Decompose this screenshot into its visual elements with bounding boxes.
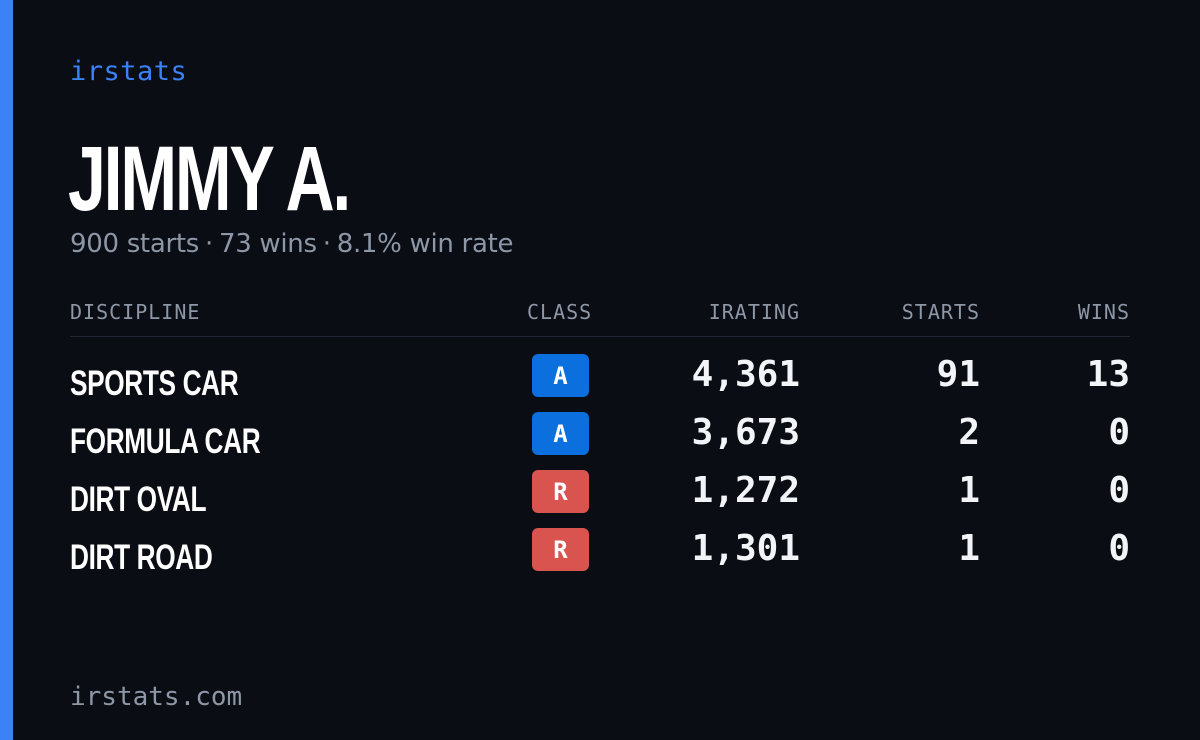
- discipline-name: FORMULA CAR: [70, 422, 261, 461]
- brand-logo: irstats: [70, 56, 188, 87]
- wins-value: 0: [1108, 412, 1130, 453]
- table-row: DIRT OVAL R 1,272 1 0: [70, 466, 1130, 524]
- column-header-discipline: DISCIPLINE: [70, 300, 201, 324]
- table-row: FORMULA CAR A 3,673 2 0: [70, 408, 1130, 466]
- discipline-name: SPORTS CAR: [70, 364, 239, 403]
- starts-total: 900 starts: [70, 229, 199, 259]
- table-row: SPORTS CAR A 4,361 91 13: [70, 350, 1130, 408]
- irating-value: 3,673: [691, 412, 800, 453]
- column-header-wins: WINS: [1077, 300, 1130, 324]
- separator: ·: [205, 229, 213, 259]
- table-row: DIRT ROAD R 1,301 1 0: [70, 524, 1130, 582]
- player-summary: 900 starts · 73 wins · 8.1% win rate: [70, 229, 513, 259]
- discipline-name: DIRT ROAD: [70, 538, 213, 577]
- column-header-class: CLASS: [527, 300, 593, 324]
- starts-value: 1: [958, 528, 980, 569]
- accent-bar: [0, 0, 13, 740]
- starts-value: 91: [936, 354, 980, 395]
- table-header: DISCIPLINE CLASS IRATING STARTS WINS: [70, 300, 1130, 337]
- irating-value: 4,361: [691, 354, 800, 395]
- license-class-badge: R: [532, 528, 589, 571]
- player-name: JIMMY A.: [68, 128, 351, 230]
- footer-url: irstats.com: [70, 682, 243, 712]
- starts-value: 2: [958, 412, 980, 453]
- stats-table-body: SPORTS CAR A 4,361 91 13 FORMULA CAR A 3…: [70, 350, 1130, 582]
- license-class-badge: R: [532, 470, 589, 513]
- separator: ·: [322, 229, 331, 259]
- irating-value: 1,272: [691, 470, 800, 511]
- irating-value: 1,301: [691, 528, 800, 569]
- starts-value: 1: [958, 470, 980, 511]
- license-class-badge: A: [532, 412, 589, 455]
- wins-value: 13: [1086, 354, 1130, 395]
- license-class-badge: A: [532, 354, 589, 397]
- wins-value: 0: [1108, 470, 1130, 511]
- discipline-name: DIRT OVAL: [70, 480, 207, 519]
- wins-value: 0: [1108, 528, 1130, 569]
- win-rate: 8.1% win rate: [336, 229, 514, 259]
- column-header-irating: IRATING: [708, 300, 800, 324]
- column-header-starts: STARTS: [901, 300, 980, 324]
- wins-total: 73 wins: [218, 229, 317, 259]
